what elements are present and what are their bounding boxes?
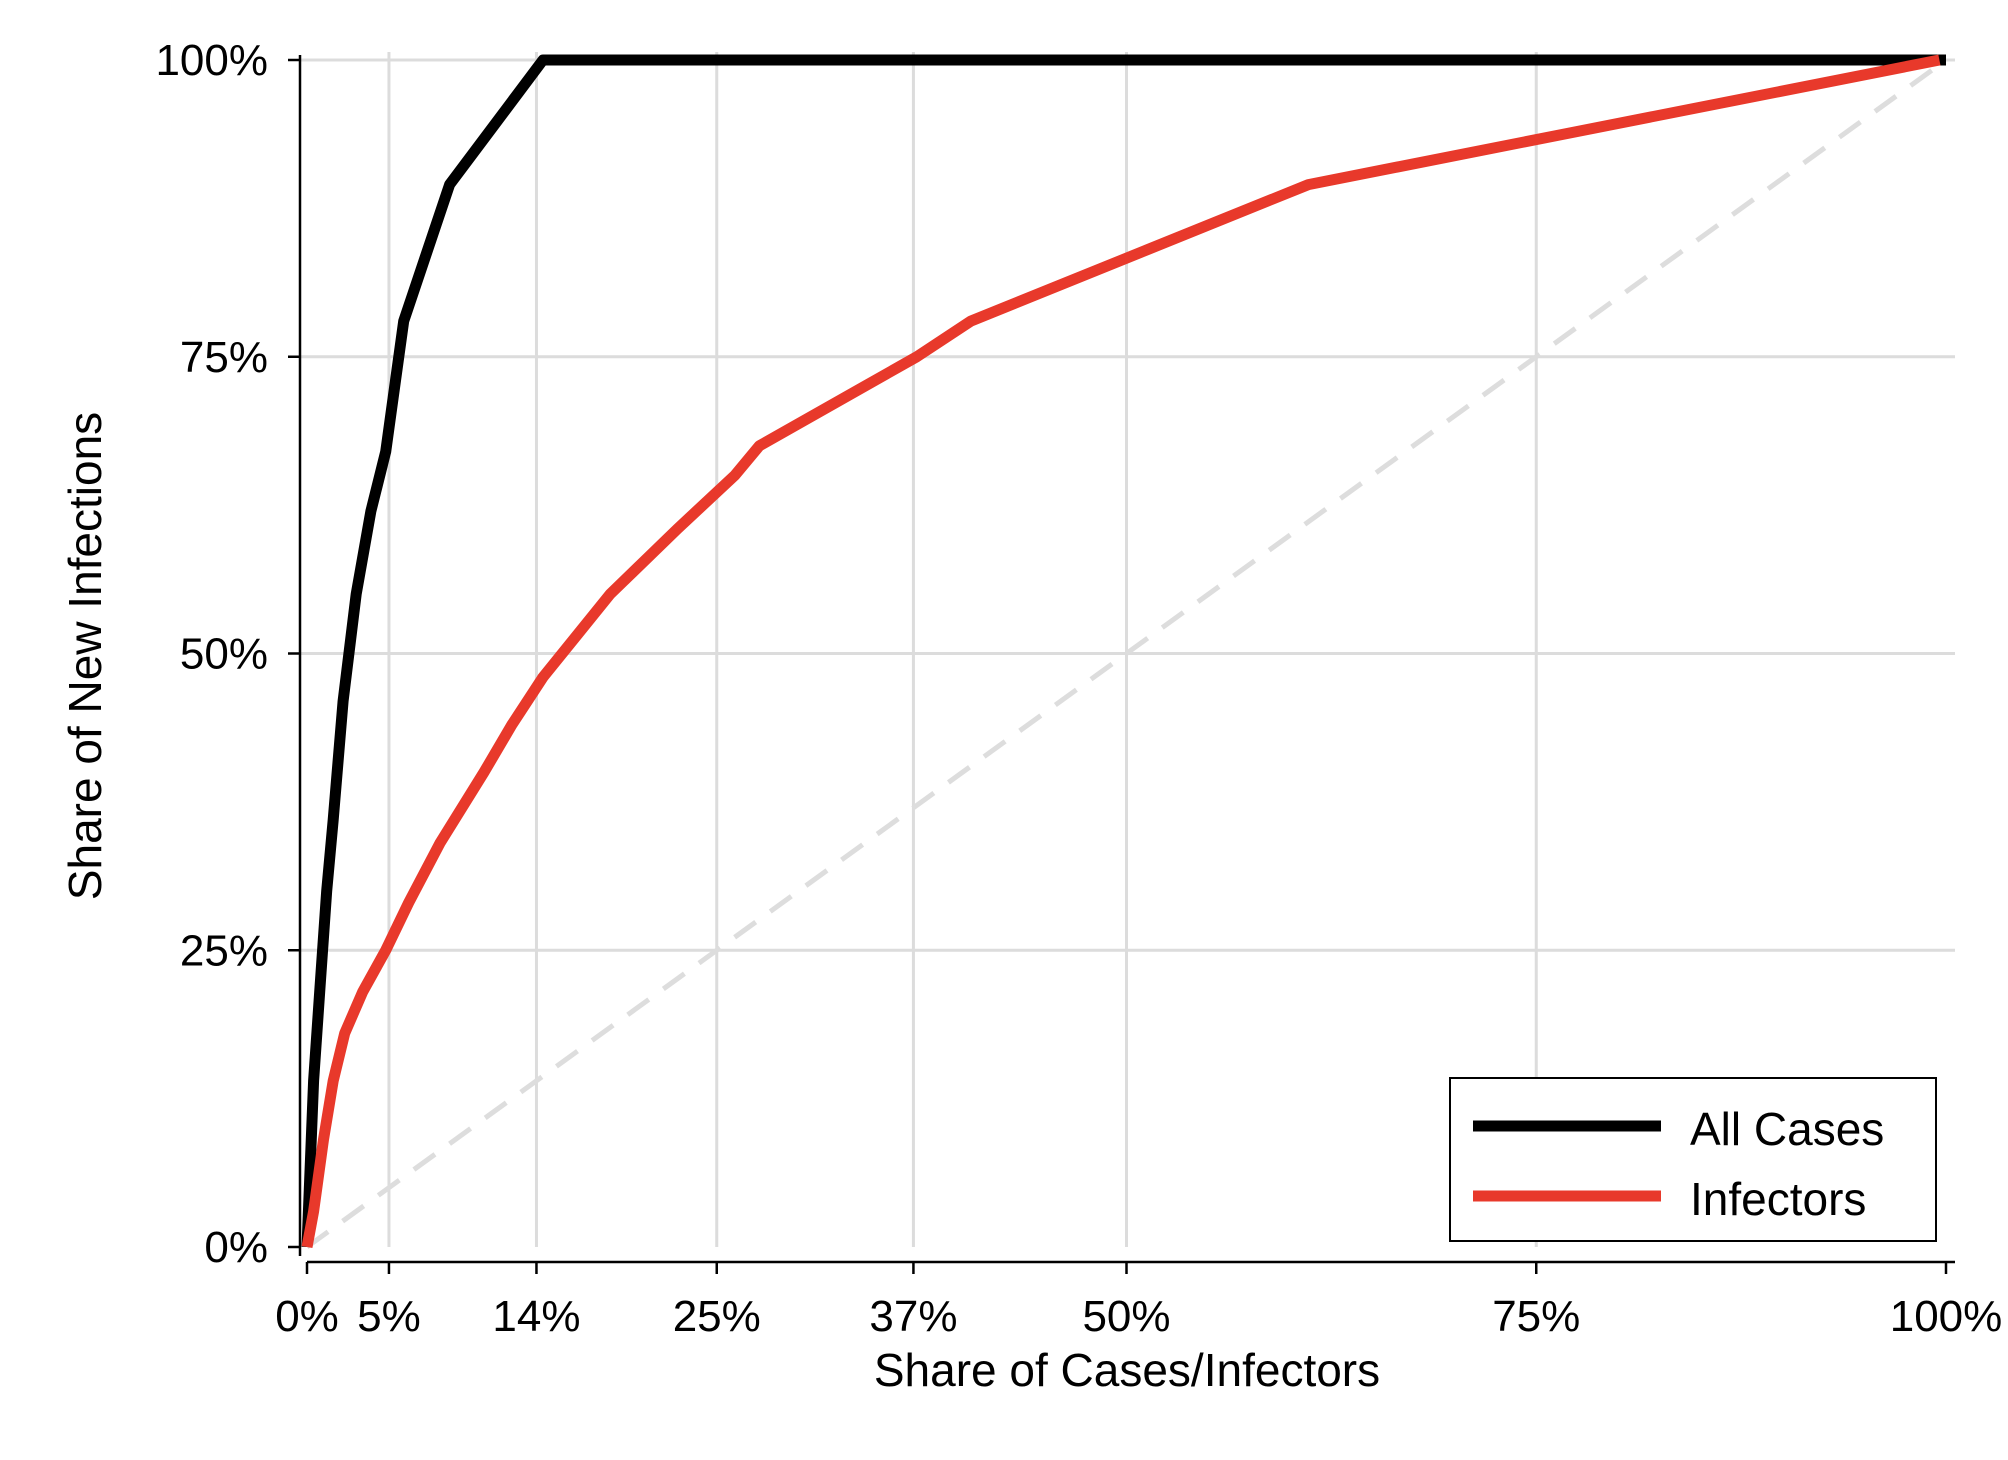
x-tick-label-4: 37% (869, 1292, 957, 1341)
legend: All Cases Infectors (1449, 1077, 1937, 1242)
axes (288, 55, 1955, 1274)
y-tick-label-4: 100% (155, 36, 268, 85)
y-tick-label-2: 50% (180, 630, 268, 679)
x-tick-label-5: 50% (1082, 1292, 1170, 1341)
x-tick-label-2: 14% (492, 1292, 580, 1341)
x-tick-label-6: 75% (1492, 1292, 1580, 1341)
x-tick-label-1: 5% (357, 1292, 421, 1341)
legend-box (1449, 1077, 1937, 1242)
y-tick-labels: 0% 25% 50% 75% 100% (155, 36, 268, 1272)
x-axis-title: Share of Cases/Infectors (874, 1344, 1380, 1396)
series-line-infectors (301, 54, 1941, 1249)
x-tick-label-0: 0% (275, 1292, 339, 1341)
y-axis-title: Share of New Infections (59, 412, 111, 900)
series-line-all-cases (301, 54, 1946, 1248)
x-gridlines (387, 52, 1538, 1247)
legend-label-infectors: Infectors (1690, 1173, 1866, 1225)
x-tick-labels: 0% 5% 14% 25% 37% 50% 75% 100% (275, 1292, 2002, 1341)
reference-diagonal (305, 57, 1948, 1250)
x-tick-label-7: 100% (1890, 1292, 2003, 1341)
y-tick-label-0: 0% (204, 1223, 268, 1272)
y-tick-label-1: 25% (180, 926, 268, 975)
series-lines (301, 54, 1946, 1249)
reference-line (305, 57, 1948, 1250)
y-tick-label-3: 75% (180, 333, 268, 382)
x-tick-label-3: 25% (673, 1292, 761, 1341)
legend-label-all-cases: All Cases (1690, 1103, 1884, 1155)
